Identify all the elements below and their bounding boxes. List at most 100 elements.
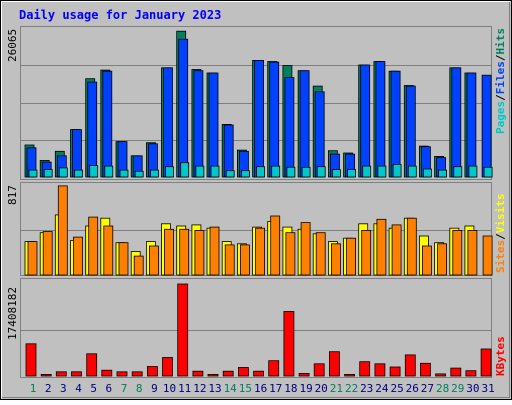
pages-bar: [195, 165, 205, 178]
pages-bar: [422, 168, 432, 178]
sites-bar: [346, 237, 357, 276]
hits-max-label: 26065: [6, 29, 19, 62]
kbytes-bar: [222, 370, 234, 377]
files-bar: [269, 61, 280, 178]
kbytes-bar: [298, 372, 310, 377]
kbytes-bar: [283, 311, 295, 377]
day-label: 25: [390, 382, 403, 395]
pages-bar: [180, 162, 190, 178]
day-label: 3: [60, 382, 67, 395]
day-label: 28: [436, 382, 449, 395]
day-label: 2: [45, 382, 52, 395]
kbytes-bar: [435, 373, 447, 377]
sites-bar: [330, 243, 341, 276]
kbytes-bar: [237, 367, 249, 377]
files-bar: [451, 67, 462, 178]
sites-bar: [406, 217, 417, 276]
kbytes-bar: [480, 348, 492, 377]
day-label: 6: [105, 382, 112, 395]
pages-bar: [210, 165, 220, 178]
day-labels: 1 2 3 4 5 6 7 8 9 10 11 12 13 14 15 16 17 18 19 20 21 22 23 24 2…: [30, 382, 495, 395]
day-label: 15: [239, 382, 252, 395]
day-label: 29: [451, 382, 464, 395]
kbytes-bar: [177, 283, 189, 377]
day-label: 23: [360, 382, 373, 395]
kbytes-bar: [40, 373, 52, 377]
files-bar: [223, 124, 234, 178]
day-label: 1: [30, 382, 37, 395]
files-bar: [102, 70, 113, 178]
sites-bar: [42, 231, 53, 276]
kbytes-bar: [192, 370, 204, 377]
files-bar: [193, 70, 204, 178]
kbytes-bar: [55, 371, 67, 377]
files-bar: [405, 85, 416, 178]
pages-bar: [271, 165, 281, 178]
day-label: 18: [284, 382, 297, 395]
sites-bar: [27, 241, 38, 276]
day-label: 5: [90, 382, 97, 395]
sites-bar: [421, 245, 432, 276]
kbytes-bar: [162, 357, 173, 377]
legend-hits: Hits: [494, 28, 507, 55]
sites-bar: [209, 226, 220, 276]
pages-bar: [453, 166, 463, 178]
kbytes-bar: [450, 367, 462, 377]
sites-bar: [467, 229, 478, 276]
day-label: 24: [375, 382, 389, 395]
day-label: 4: [75, 382, 82, 395]
sites-bar: [361, 229, 372, 276]
sites-bar: [270, 215, 281, 276]
chart-title: Daily usage for January 2023: [19, 8, 221, 22]
pages-bar: [240, 170, 250, 178]
kbytes-bar: [268, 360, 280, 377]
sites-bar: [103, 225, 114, 276]
day-label: 10: [163, 382, 176, 395]
legend-sep-3: /: [494, 233, 507, 240]
pages-bar: [89, 165, 99, 178]
sites-bar: [164, 228, 174, 276]
pages-bar: [362, 165, 372, 178]
day-label: 27: [421, 382, 434, 395]
day-label: 21: [330, 382, 343, 395]
kbytes-bar: [359, 361, 371, 377]
files-bar: [254, 60, 265, 178]
legend-sep-2: /: [494, 54, 507, 61]
sites-bar: [118, 242, 129, 276]
pages-bar: [43, 169, 53, 178]
legend-visits: Visits: [494, 194, 507, 234]
legend-kbytes: KBytes: [494, 336, 507, 376]
bars-layer: [24, 30, 493, 377]
day-label: 16: [254, 382, 267, 395]
sites-bar: [179, 228, 190, 276]
day-label: 30: [466, 382, 479, 395]
files-bar: [87, 81, 98, 178]
pages-bar: [74, 169, 83, 178]
sites-bar: [315, 232, 326, 276]
day-label: 17: [269, 382, 282, 395]
sites-bar: [133, 255, 144, 276]
pages-bar: [286, 166, 296, 178]
kbytes-bar: [389, 366, 401, 377]
kbytes-bar: [131, 371, 143, 377]
pages-bar: [377, 165, 387, 178]
files-bar: [360, 64, 371, 178]
pages-bar: [256, 166, 266, 178]
day-label: 22: [345, 382, 358, 395]
pages-bar: [119, 169, 129, 178]
pages-bar: [104, 165, 114, 178]
sites-bar: [224, 244, 235, 276]
files-bar: [375, 61, 386, 178]
files-bar: [208, 72, 219, 178]
pages-bar: [347, 169, 357, 178]
sites-bar: [300, 222, 311, 276]
sites-bar: [452, 229, 463, 276]
pages-bar: [134, 170, 144, 178]
kbytes-bar: [146, 366, 158, 377]
kbytes-bar: [207, 373, 219, 377]
sites-bar: [482, 235, 493, 276]
sites-bar: [239, 244, 250, 276]
kbytes-bar: [374, 363, 386, 377]
